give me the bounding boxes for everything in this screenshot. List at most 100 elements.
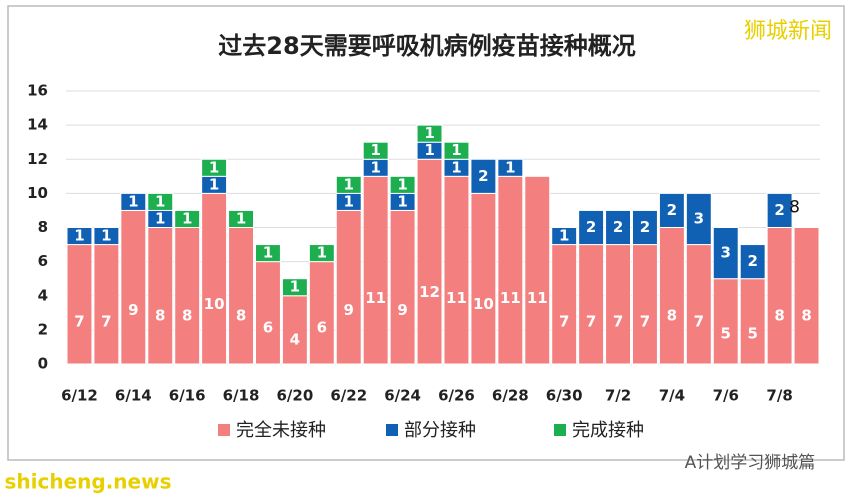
data-label: 1 [505, 158, 515, 176]
data-label: 5 [721, 325, 731, 343]
data-label: 1 [128, 192, 138, 210]
data-label: 8 [182, 307, 192, 325]
data-label: 2 [747, 252, 757, 270]
data-label: 9 [397, 301, 407, 319]
data-label: 7 [640, 313, 650, 331]
data-label: 1 [263, 244, 273, 262]
bar-segment [685, 192, 712, 246]
data-label: 8 [801, 307, 811, 325]
y-tick-label: 6 [38, 252, 48, 270]
data-label: 9 [344, 301, 354, 319]
bar-segment [658, 192, 685, 228]
data-label: 7 [586, 313, 596, 331]
data-label: 7 [101, 313, 111, 331]
data-label: 8 [774, 307, 784, 325]
bar-segment [632, 209, 658, 246]
y-tick-label: 16 [27, 82, 48, 100]
source: A计划学习狮城篇 [685, 453, 816, 473]
brand: 狮城新闻 [744, 19, 832, 44]
bar-segment [766, 227, 793, 365]
data-label: 10 [473, 295, 494, 313]
data-label: 11 [500, 289, 521, 307]
bar-segment [685, 244, 712, 365]
bar-segment [524, 175, 551, 365]
data-label: 3 [721, 244, 731, 262]
data-label: 1 [209, 175, 219, 193]
x-tick-label: 6/26 [438, 387, 475, 405]
x-tick-label: 6/24 [384, 387, 421, 405]
data-label: 1 [451, 158, 461, 176]
y-tick-label: 4 [38, 286, 48, 304]
bar-segment [416, 124, 443, 143]
bar-segment [201, 158, 228, 177]
bar-segment [228, 209, 254, 228]
data-label: 11 [365, 289, 386, 307]
bar-segment [66, 244, 93, 365]
x-tick-label: 6/28 [492, 387, 529, 405]
bar-segment [147, 227, 174, 365]
bar-segment [255, 261, 281, 365]
data-label: 12 [419, 283, 440, 301]
y-tick-label: 10 [27, 184, 48, 202]
x-tick-label: 6/30 [546, 387, 583, 405]
legend-label: 完成接种 [572, 420, 644, 441]
annotation: 8 [789, 198, 800, 218]
data-label: 8 [155, 307, 165, 325]
chart-title: 过去28天需要呼吸机病例疫苗接种概况 [218, 32, 635, 60]
data-label: 1 [317, 244, 327, 262]
watermark: shicheng.news [5, 470, 172, 494]
bar-segment [93, 227, 120, 246]
y-tick-label: 0 [38, 355, 48, 373]
bar-segment [255, 244, 281, 263]
bar-segment [793, 227, 820, 365]
data-label: 11 [527, 289, 548, 307]
data-label: 5 [747, 325, 757, 343]
legend-label: 部分接种 [404, 420, 476, 441]
y-tick-label: 14 [27, 116, 48, 134]
bar-segment [308, 261, 335, 365]
bar-segment [443, 141, 470, 160]
bar-segment [147, 192, 174, 211]
data-label: 8 [236, 307, 246, 325]
bar-segment [739, 278, 766, 365]
legend-swatch [554, 424, 566, 436]
bar-segment [93, 244, 120, 365]
bar-segment [362, 141, 389, 160]
bar-segment [658, 227, 685, 365]
bar-segment [712, 227, 739, 280]
bar-segment [551, 244, 578, 365]
data-label: 6 [263, 319, 273, 337]
x-tick-label: 6/22 [330, 387, 367, 405]
bar-segment [120, 209, 147, 365]
bar-segment [174, 209, 201, 228]
bar-segment [578, 244, 605, 365]
bar-segment [605, 244, 631, 365]
data-label: 1 [370, 141, 380, 159]
data-label: 1 [344, 175, 354, 193]
bar-segment [201, 192, 228, 365]
data-label: 2 [586, 218, 596, 236]
x-tick-label: 7/4 [659, 387, 685, 405]
bar-segment [120, 192, 147, 211]
y-tick-label: 2 [38, 320, 48, 338]
y-tick-label: 12 [27, 150, 48, 168]
data-label: 2 [774, 201, 784, 219]
data-label: 7 [559, 313, 569, 331]
bar-segment [632, 244, 658, 365]
bar-segment [228, 227, 254, 365]
bar-segment [443, 175, 470, 365]
data-label: 1 [451, 141, 461, 159]
x-tick-label: 6/12 [61, 387, 98, 405]
bar-segment [362, 175, 389, 365]
bar-segment [739, 244, 766, 280]
data-label: 1 [424, 141, 434, 159]
x-tick-label: 6/14 [115, 387, 152, 405]
data-label: 1 [155, 209, 165, 227]
data-label: 2 [478, 167, 488, 185]
bar-segment [605, 209, 631, 246]
bar-segment [281, 278, 308, 297]
data-label: 7 [694, 313, 704, 331]
data-label: 1 [397, 192, 407, 210]
data-label: 10 [204, 295, 225, 313]
